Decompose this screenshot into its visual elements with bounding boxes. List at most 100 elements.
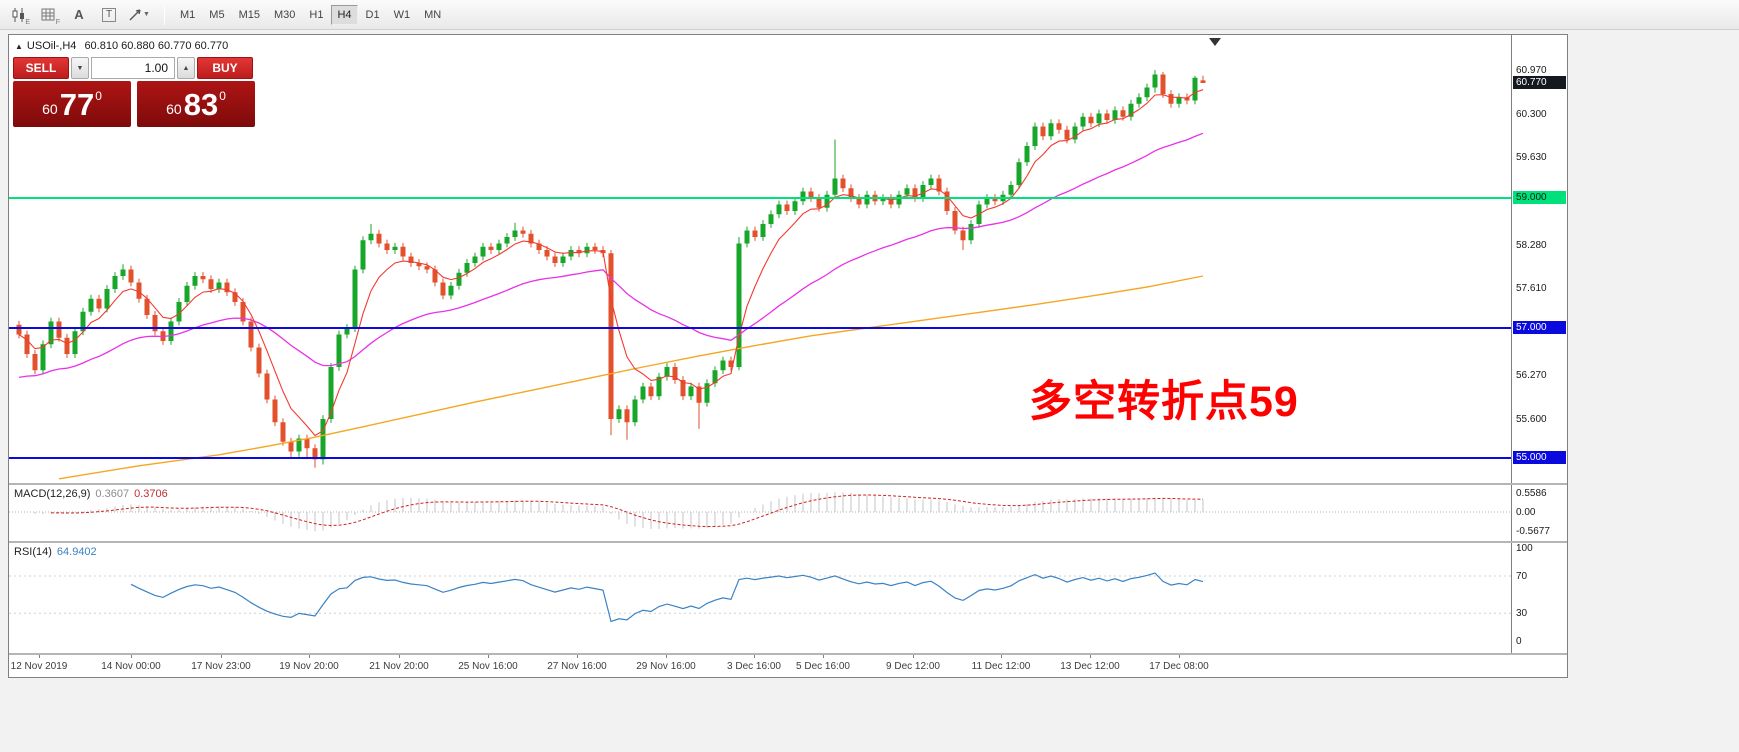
time-label: 14 Nov 00:00	[101, 661, 161, 672]
price-tag: 59.000	[1513, 191, 1566, 204]
panel-splitter[interactable]	[9, 483, 1567, 485]
toolbar-separator	[164, 4, 165, 25]
volume-input[interactable]	[91, 57, 175, 79]
price-tick-label: 57.610	[1516, 283, 1547, 295]
time-label: 5 Dec 16:00	[796, 661, 850, 672]
symbol-ohlc-line: ▲ USOil-,H4 60.810 60.880 60.770 60.770	[15, 40, 228, 52]
rsi-panel: RSI(14) 64.9402	[9, 543, 1511, 653]
rsi-label: RSI(14) 64.9402	[14, 546, 97, 558]
time-label: 13 Dec 12:00	[1060, 661, 1120, 672]
price-tag: 60.770	[1513, 75, 1566, 89]
macd-signal-value: 0.3706	[134, 488, 168, 500]
time-tick	[577, 655, 578, 658]
timeframe-button-h4[interactable]: H4	[331, 4, 358, 25]
price-tick-label: 55.600	[1516, 414, 1547, 425]
time-tick	[1179, 655, 1180, 658]
time-label: 12 Nov 2019	[10, 661, 68, 672]
chevron-down-icon: ▼	[143, 11, 150, 18]
drawing-tool-icon[interactable]: ▼	[126, 3, 152, 27]
grid-glyph	[41, 8, 55, 20]
chart-canvas[interactable]: ▲ USOil-,H4 60.810 60.880 60.770 60.770 SE…	[9, 35, 1511, 483]
timeframe-button-mn[interactable]: MN	[424, 8, 442, 21]
icon-sub-label: F	[55, 18, 60, 26]
text-tool-label: T	[101, 7, 117, 22]
time-label: 9 Dec 12:00	[886, 661, 940, 672]
timeframe-button-h1[interactable]: H1	[309, 8, 324, 21]
sell-button[interactable]: SELL	[13, 57, 69, 79]
time-tick	[1090, 655, 1091, 658]
macd-name: MACD(12,26,9)	[14, 488, 91, 500]
time-label: 25 Nov 16:00	[458, 661, 518, 672]
timeframe-button-m15[interactable]: M15	[238, 8, 260, 21]
time-axis[interactable]: 12 Nov 2019 14 Nov 00:00 17 Nov 23:00 19 No…	[9, 655, 1567, 677]
time-tick	[221, 655, 222, 658]
sell-price-big: 77	[59, 86, 95, 122]
sell-price-sup: 0	[95, 89, 102, 103]
collapse-arrow-icon[interactable]: ▲	[15, 42, 23, 51]
time-label: 17 Dec 08:00	[1149, 661, 1209, 672]
buy-price-sup: 0	[219, 89, 226, 103]
time-tick	[754, 655, 755, 658]
buy-price-small: 60	[166, 101, 182, 117]
text-tool-icon[interactable]: T	[96, 3, 122, 27]
chart-window: ▲ USOil-,H4 60.810 60.880 60.770 60.770 SE…	[8, 34, 1568, 678]
timeframe-button-w1[interactable]: W1	[393, 8, 411, 21]
chart-annotation-text: 多空转折点59	[1029, 378, 1299, 426]
rsi-tick-label: 30	[1516, 608, 1528, 620]
candlestick-glyph	[12, 7, 24, 22]
buy-button[interactable]: BUY	[197, 57, 253, 79]
rsi-name: RSI(14)	[14, 546, 52, 558]
time-label: 3 Dec 16:00	[727, 661, 781, 672]
time-label: 21 Nov 20:00	[369, 661, 429, 672]
time-tick	[39, 655, 40, 658]
rsi-tick-label: 70	[1516, 570, 1528, 582]
rsi-tick-label: 0	[1516, 636, 1522, 648]
time-tick	[913, 655, 914, 658]
symbol-label: USOil-,H4	[26, 40, 77, 52]
price-tick-label: 59.630	[1516, 152, 1547, 164]
price-tick-label: 60.970	[1516, 64, 1547, 76]
macd-tick-label: 0.5586	[1516, 488, 1547, 499]
macd-chart	[9, 492, 1511, 532]
time-label: 27 Nov 16:00	[547, 661, 607, 672]
timeframe-button-m30[interactable]: M30	[273, 8, 296, 21]
sell-price-panel[interactable]: 60 77 0	[13, 81, 131, 127]
time-tick	[1001, 655, 1002, 658]
panel-splitter[interactable]	[9, 653, 1567, 655]
price-tag: 57.000	[1513, 321, 1566, 334]
time-label: 17 Nov 23:00	[191, 661, 251, 672]
price-tick-label: 58.280	[1516, 239, 1547, 251]
toolbar: E F A T ▼ M1 M5 M15 M30 H1 H4 D1 W1 MN	[0, 0, 1739, 30]
buy-price-panel[interactable]: 60 83 0	[137, 81, 255, 127]
grid-mode-icon[interactable]: F	[36, 3, 62, 27]
panel-splitter[interactable]	[9, 541, 1567, 543]
rsi-tick-label: 100	[1516, 543, 1533, 554]
time-tick	[666, 655, 667, 658]
time-tick	[488, 655, 489, 658]
macd-tick-label: -0.5677	[1516, 526, 1550, 538]
one-click-trading-widget: SELL ▼ ▲ BUY 60 77 0 60 83 0	[13, 57, 269, 127]
timeframe-button-d1[interactable]: D1	[365, 8, 380, 21]
candlestick-chart	[9, 38, 1511, 480]
price-tag: 55.000	[1513, 451, 1566, 464]
rsi-chart	[9, 572, 1511, 623]
macd-main-value: 0.3607	[95, 488, 130, 500]
timeframe-group: M1 M5 M15 M30 H1 H4 D1 W1 MN	[173, 4, 448, 25]
volume-up-button[interactable]: ▲	[177, 57, 195, 79]
cursor-glyph	[129, 8, 141, 20]
candlestick-mode-icon[interactable]: E	[6, 3, 32, 27]
timeframe-button-m5[interactable]: M5	[209, 8, 225, 21]
time-tick	[131, 655, 132, 658]
end-of-chart-marker	[1209, 38, 1221, 46]
time-label: 19 Nov 20:00	[279, 661, 339, 672]
font-tool-icon[interactable]: A	[66, 3, 92, 27]
icon-sub-label: E	[25, 18, 30, 26]
price-axis[interactable]: 60.970 60.300 59.630 58.280 57.610 56.270 55.6…	[1511, 35, 1567, 677]
macd-label: MACD(12,26,9) 0.3607 0.3706	[14, 488, 168, 500]
rsi-value: 64.9402	[56, 546, 97, 558]
timeframe-button-m1[interactable]: M1	[180, 8, 196, 21]
time-label: 11 Dec 12:00	[971, 661, 1031, 672]
volume-dropdown-button[interactable]: ▼	[71, 57, 89, 79]
price-tick-label: 56.270	[1516, 370, 1547, 382]
